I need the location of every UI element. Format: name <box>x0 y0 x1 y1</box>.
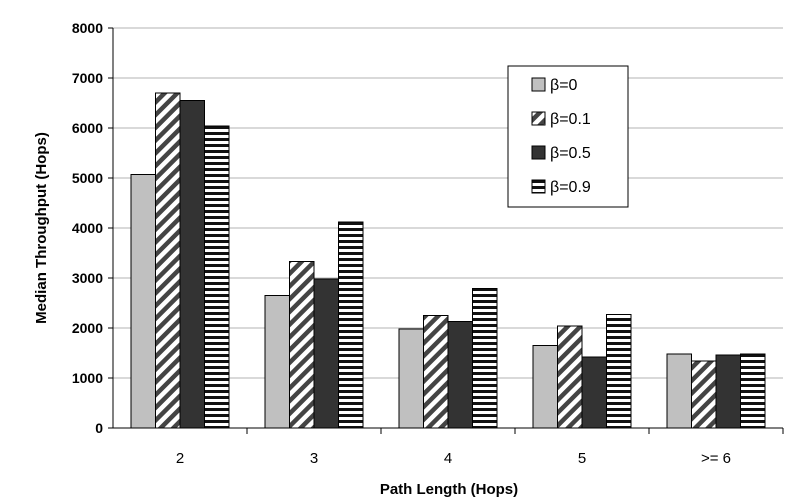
bar <box>130 174 156 429</box>
legend-swatch <box>531 77 546 92</box>
bar <box>666 353 692 429</box>
bar <box>532 345 558 429</box>
legend-swatch <box>531 145 546 160</box>
y-tick-label: 6000 <box>72 120 103 136</box>
y-tick-label: 8000 <box>72 20 103 36</box>
legend-label: β=0.5 <box>550 145 591 162</box>
y-tick-labels: 0 1000 2000 3000 4000 5000 6000 7000 8000 <box>72 20 103 436</box>
legend-label: β=0.1 <box>550 111 591 128</box>
bar <box>179 100 205 429</box>
y-tick-label: 3000 <box>72 270 103 286</box>
x-tick-label: 3 <box>310 450 318 467</box>
x-category-labels: 2 3 4 5 >= 6 <box>176 450 731 467</box>
bar <box>204 125 230 429</box>
legend-swatch <box>531 179 546 194</box>
bar <box>581 356 607 429</box>
bar <box>447 321 473 429</box>
bar <box>715 354 741 429</box>
x-axis-title: Path Length (Hops) <box>380 481 518 498</box>
x-tick-label: 5 <box>578 450 586 467</box>
bar <box>264 295 290 429</box>
bar <box>606 314 632 429</box>
y-tick-label: 7000 <box>72 70 103 86</box>
x-tick-label: 2 <box>176 450 184 467</box>
bar <box>423 315 449 429</box>
legend-label: β=0 <box>550 77 578 94</box>
bar <box>313 278 339 429</box>
bar <box>338 221 364 429</box>
legend-label: β=0.9 <box>550 179 591 196</box>
bar <box>398 328 424 429</box>
bar <box>472 288 498 429</box>
legend-box <box>507 65 629 208</box>
y-tick-label: 5000 <box>72 170 103 186</box>
axes <box>108 27 784 434</box>
legend-swatch <box>531 111 546 126</box>
y-tick-label: 0 <box>95 420 103 436</box>
x-tick-label: >= 6 <box>701 450 731 467</box>
bar <box>740 353 766 429</box>
bar <box>289 261 315 429</box>
bar <box>155 92 181 429</box>
bar <box>557 325 583 429</box>
y-tick-label: 1000 <box>72 370 103 386</box>
bar <box>691 360 717 429</box>
y-axis-title: Median Throughput (Hops) <box>33 132 50 324</box>
y-tick-label: 2000 <box>72 320 103 336</box>
bars <box>130 92 766 429</box>
y-tick-label: 4000 <box>72 220 103 236</box>
x-tick-label: 4 <box>444 450 452 467</box>
legend: β=0 β=0.1 β=0.5 β=0.9 <box>507 65 629 208</box>
